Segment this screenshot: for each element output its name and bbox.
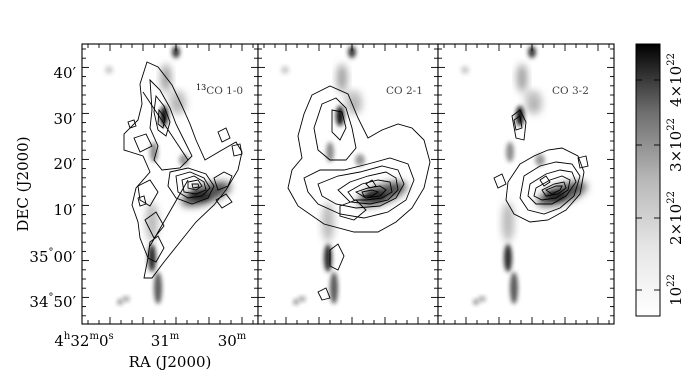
y-axis: DEC (J2000) 40′ 30′ 20′ 10′ 35°00′ 34°50…	[14, 64, 77, 311]
axis-ticks	[82, 44, 614, 324]
y-tick-40: 40′	[54, 64, 77, 82]
y-tick-34-50: 34°50′	[29, 292, 76, 311]
panel-label-co21: CO 2-1	[386, 85, 423, 97]
x-axis-title: RA (J2000)	[129, 353, 212, 371]
y-axis-title: DEC (J2000)	[14, 136, 32, 231]
x-tick-30m: 30m	[218, 331, 247, 350]
y-tick-20: 20′	[54, 155, 77, 173]
contours-co21	[287, 85, 431, 301]
x-axis: 4h32m0s 31m 30m RA (J2000)	[54, 331, 246, 371]
contours-13co	[123, 61, 243, 279]
x-tick-4h32m0s: 4h32m0s	[54, 331, 113, 350]
panel-co-2-1: CO 2-1	[257, 43, 439, 325]
colorbar-tick-2e22: 2×1022	[666, 191, 685, 245]
panel-label-13co: 13CO 1-0	[196, 83, 243, 97]
y-tick-35-00: 35°00′	[29, 247, 76, 266]
colorbar-tick-3e22: 3×1022	[666, 118, 685, 172]
y-tick-10: 10′	[54, 201, 77, 219]
colorbar: 4×1022 3×1022 2×1022 1022	[635, 43, 685, 317]
colorbar-tick-1e22: 1022	[666, 274, 685, 306]
panel-label-co32: CO 3-2	[552, 85, 589, 97]
panel-13co-1-0: 13CO 1-0	[81, 43, 259, 325]
y-tick-30: 30′	[54, 110, 77, 128]
x-tick-31m: 31m	[151, 331, 180, 350]
panel-co-3-2: CO 3-2	[437, 43, 615, 325]
contours-co32	[493, 109, 589, 223]
colorbar-tick-4e22: 4×1022	[666, 53, 685, 107]
